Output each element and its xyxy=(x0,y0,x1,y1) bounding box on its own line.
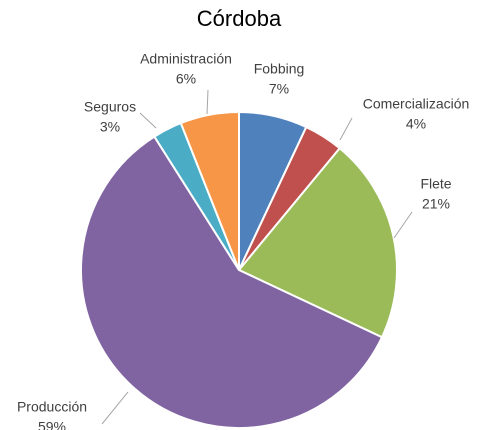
pie-slice xyxy=(179,110,240,271)
leader-line xyxy=(101,391,129,425)
data-label-value: 7% xyxy=(269,81,289,97)
data-label-name: Producción xyxy=(17,399,87,415)
data-label-value: 6% xyxy=(176,71,196,87)
leader-line xyxy=(393,211,413,239)
leader-line xyxy=(339,117,353,141)
data-label-value: 3% xyxy=(100,119,120,135)
pie-slice xyxy=(237,146,398,339)
leader-line xyxy=(139,112,157,129)
data-label-name: Seguros xyxy=(84,99,136,115)
data-label-name: Flete xyxy=(420,176,451,192)
data-label-name: Administración xyxy=(140,51,232,67)
data-label-name: Fobbing xyxy=(254,61,305,77)
data-label-value: 4% xyxy=(406,116,426,132)
data-label-value: 21% xyxy=(422,196,450,212)
data-label-name: Comercialización xyxy=(363,96,470,112)
chart-title: Córdoba xyxy=(197,6,282,31)
pie-slice xyxy=(80,135,384,429)
data-label-value: 59% xyxy=(38,419,66,430)
leader-line xyxy=(206,89,209,115)
